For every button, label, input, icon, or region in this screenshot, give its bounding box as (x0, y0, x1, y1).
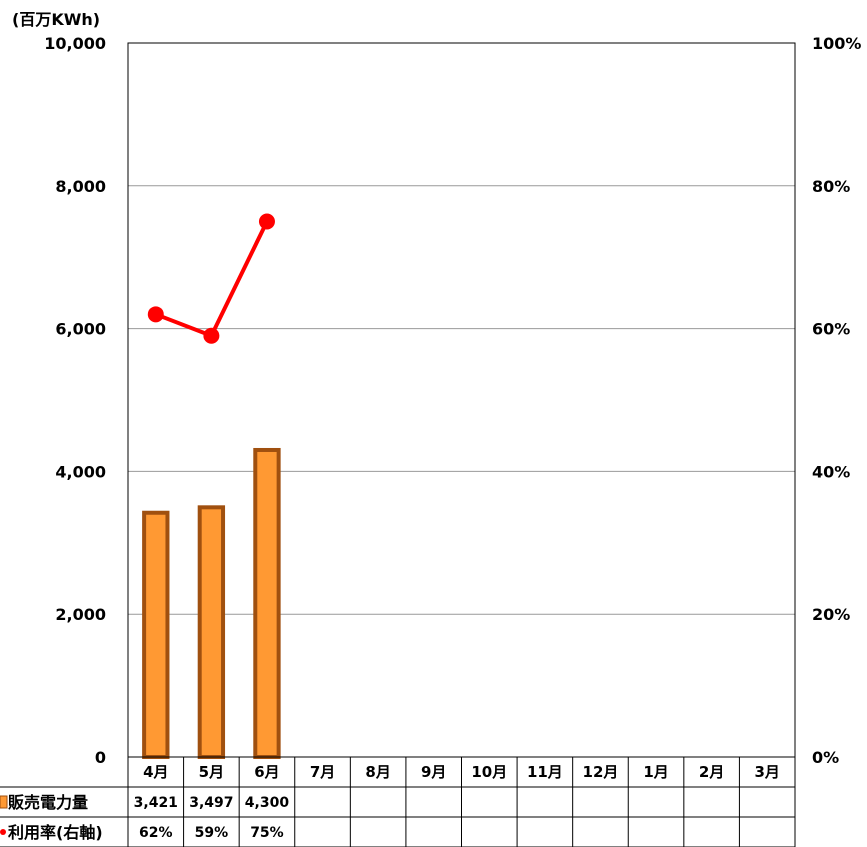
table-value-utilization: 59% (195, 825, 229, 841)
right-axis-tick-label: 60% (812, 320, 850, 339)
left-axis-tick-label: 0 (95, 748, 106, 767)
table-value-sales: 4,300 (245, 795, 290, 811)
category-label: 6月 (254, 763, 279, 781)
right-axis-tick-label: 20% (812, 605, 850, 624)
y-axis-unit-label: (百万KWh) (12, 10, 100, 29)
right-axis-tick-label: 40% (812, 462, 850, 481)
right-axis-tick-labels: 0% 20% 40% 60% 80% 100% (812, 34, 861, 767)
gridlines (128, 185, 795, 615)
category-label: 9月 (421, 763, 446, 781)
category-label: 1月 (643, 763, 668, 781)
bar-series (142, 447, 281, 760)
table-value-utilization: 62% (139, 825, 173, 841)
bar (197, 505, 226, 760)
category-label: 2月 (699, 763, 724, 781)
category-label: 7月 (310, 763, 335, 781)
right-axis-tick-label: 80% (812, 177, 850, 196)
legend-swatch-bar (0, 795, 8, 809)
category-label: 10月 (471, 763, 507, 781)
table-value-utilization: 75% (250, 825, 284, 841)
category-label: 12月 (583, 763, 619, 781)
left-axis-tick-label: 4,000 (55, 462, 106, 481)
bar (253, 447, 281, 759)
right-axis-tick-label: 100% (812, 34, 861, 53)
legend-label-sales: 販売電力量 (8, 793, 88, 812)
line-point (203, 327, 220, 344)
plot-border (127, 42, 796, 758)
left-axis-tick-label: 10,000 (44, 34, 106, 53)
table-value-sales: 3,497 (189, 795, 233, 811)
table-value-sales: 3,421 (134, 795, 178, 811)
line-series (147, 213, 275, 344)
bar (142, 510, 170, 759)
category-label: 4月 (143, 763, 168, 781)
category-label: 5月 (199, 763, 224, 781)
category-label: 11月 (527, 763, 563, 781)
legend-label-utilization: 利用率(右軸) (8, 823, 103, 842)
legend-swatch-line (0, 829, 6, 835)
left-axis-tick-labels: 0 2,000 4,000 6,000 8,000 10,000 (44, 34, 106, 767)
line-point (258, 213, 275, 230)
category-label: 8月 (365, 763, 390, 781)
category-label: 3月 (754, 763, 779, 781)
left-axis-tick-label: 6,000 (55, 320, 106, 339)
right-axis-tick-label: 0% (812, 748, 839, 767)
line-point (147, 306, 164, 323)
left-axis-tick-label: 2,000 (55, 605, 106, 624)
left-axis-tick-label: 8,000 (55, 177, 106, 196)
plot-frame (127, 42, 796, 758)
